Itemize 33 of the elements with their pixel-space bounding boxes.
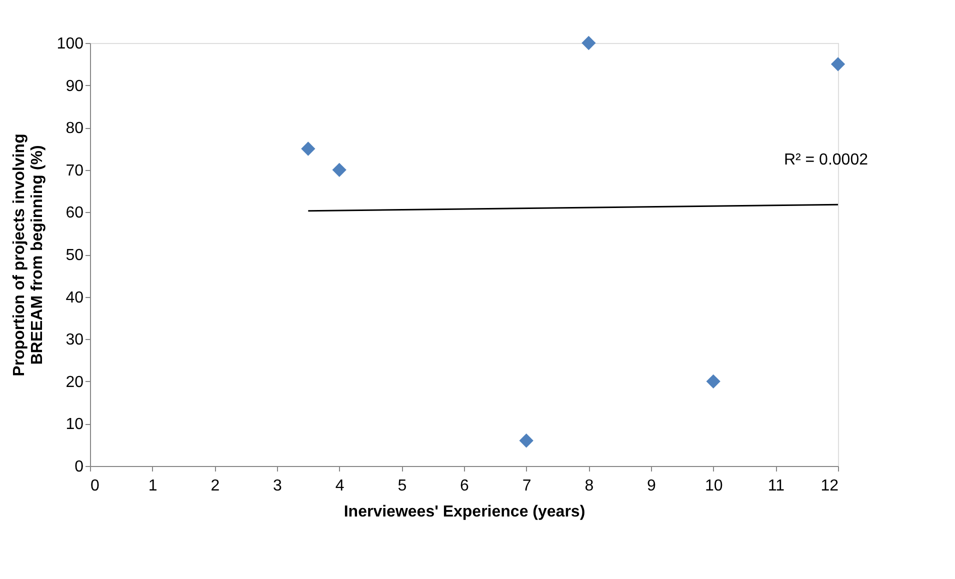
y-tick-label: 40 <box>66 289 84 306</box>
point <box>706 374 720 388</box>
x-tick-label: 2 <box>210 478 220 494</box>
x-tick-label: 1 <box>148 478 158 494</box>
y-axis-title: Proportion of projects involving BREEAM from beginning (%) <box>10 134 46 376</box>
x-tick-label: 11 <box>768 478 785 494</box>
point <box>519 434 534 448</box>
x-tick-label: 0 <box>90 478 100 494</box>
x-tick-label: 3 <box>273 478 282 494</box>
annotation: R² = 0.0002 <box>784 152 868 169</box>
y-tick-label: 80 <box>66 120 84 138</box>
x-tick-label: 5 <box>398 478 407 494</box>
point <box>332 162 346 177</box>
y-tick-label: 20 <box>66 374 84 391</box>
y-tick-label: 10 <box>66 416 84 434</box>
y-tick-label: 70 <box>66 162 84 180</box>
y-tick-label: 50 <box>66 247 84 264</box>
point <box>582 36 596 50</box>
y-tick-label: 100 <box>56 36 84 52</box>
x-tick-label: 9 <box>647 478 656 494</box>
x-axis-title: Inerviewees' Experience (years) <box>344 504 586 520</box>
x-tick-label: 7 <box>522 478 532 494</box>
point <box>301 142 316 156</box>
x-tick-label: 6 <box>460 478 470 494</box>
x-tick-label: 4 <box>335 478 344 494</box>
x-tick-label: 12 <box>820 478 839 494</box>
y-tick-label: 60 <box>66 204 84 222</box>
x-tick-label: 8 <box>584 478 594 494</box>
y-tick-label: 90 <box>66 78 84 95</box>
x-tick-label: 10 <box>704 478 723 494</box>
y-tick-label: 0 <box>74 458 84 476</box>
point <box>830 57 846 72</box>
y-tick-label: 30 <box>66 332 84 349</box>
